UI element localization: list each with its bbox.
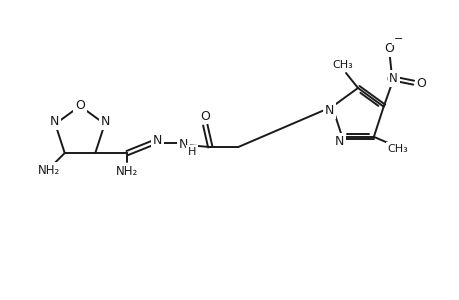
Text: N: N [178, 137, 188, 151]
Text: O: O [75, 98, 85, 112]
Text: N: N [334, 135, 343, 148]
Text: CH₃: CH₃ [332, 60, 353, 70]
Text: N: N [152, 134, 162, 146]
Text: O: O [416, 77, 425, 90]
Text: −: − [393, 34, 403, 44]
Text: N: N [388, 72, 397, 85]
Text: NH₂: NH₂ [38, 164, 60, 176]
Text: H: H [188, 147, 196, 157]
Text: N: N [324, 104, 333, 117]
Text: N: N [101, 116, 110, 128]
Text: O: O [200, 110, 210, 122]
Text: N: N [50, 116, 59, 128]
Text: CH₃: CH₃ [386, 144, 407, 154]
Text: O: O [384, 42, 394, 55]
Text: NH₂: NH₂ [116, 164, 138, 178]
